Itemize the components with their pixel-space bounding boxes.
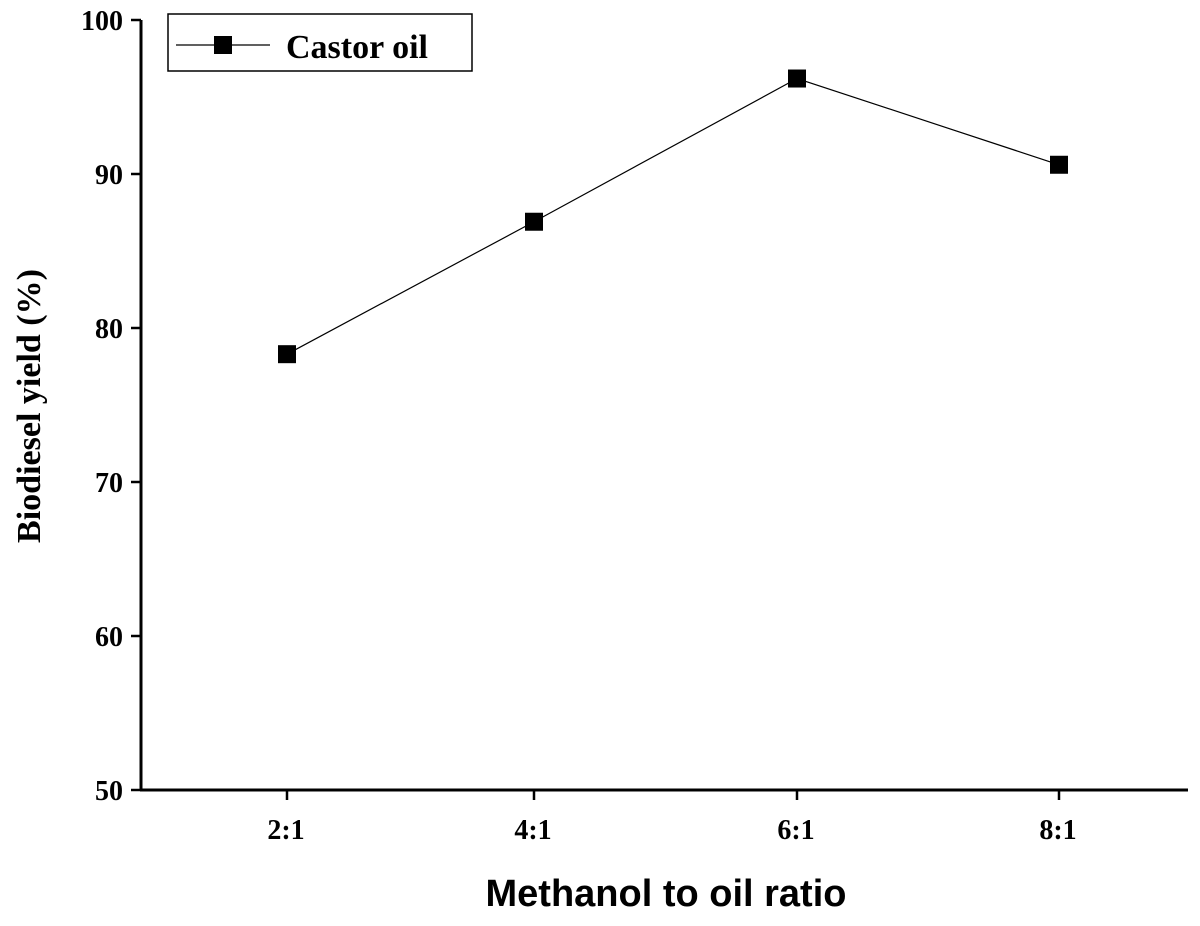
y-tick-label: 70 — [95, 468, 123, 499]
x-axis-title: Methanol to oil ratio — [486, 873, 847, 915]
y-tick-label: 90 — [95, 160, 123, 191]
data-point-marker — [788, 69, 806, 88]
y-tick-label: 60 — [95, 622, 123, 653]
y-tick-label: 80 — [95, 314, 123, 345]
series-layer — [278, 69, 1068, 364]
x-tick-label: 8:1 — [1039, 815, 1076, 846]
axes — [139, 20, 1188, 792]
series-line — [286, 77, 1060, 355]
legend-square-marker — [214, 36, 232, 54]
axis-ticks: 50 60 70 80 90 100 2:1 4:1 6:1 8:1 — [81, 6, 1077, 846]
x-tick-label: 6:1 — [777, 815, 814, 846]
y-axis-title: Biodiesel yield (%) — [11, 269, 48, 543]
data-point-marker — [1050, 155, 1068, 174]
data-point-marker — [525, 212, 543, 231]
legend-label: Castor oil — [286, 29, 428, 66]
legend: Castor oil — [167, 13, 473, 72]
x-tick-label: 2:1 — [267, 815, 304, 846]
y-tick-label: 100 — [81, 6, 123, 37]
y-tick-label: 50 — [95, 776, 123, 807]
data-point-marker — [278, 345, 296, 364]
x-tick-label: 4:1 — [514, 815, 551, 846]
